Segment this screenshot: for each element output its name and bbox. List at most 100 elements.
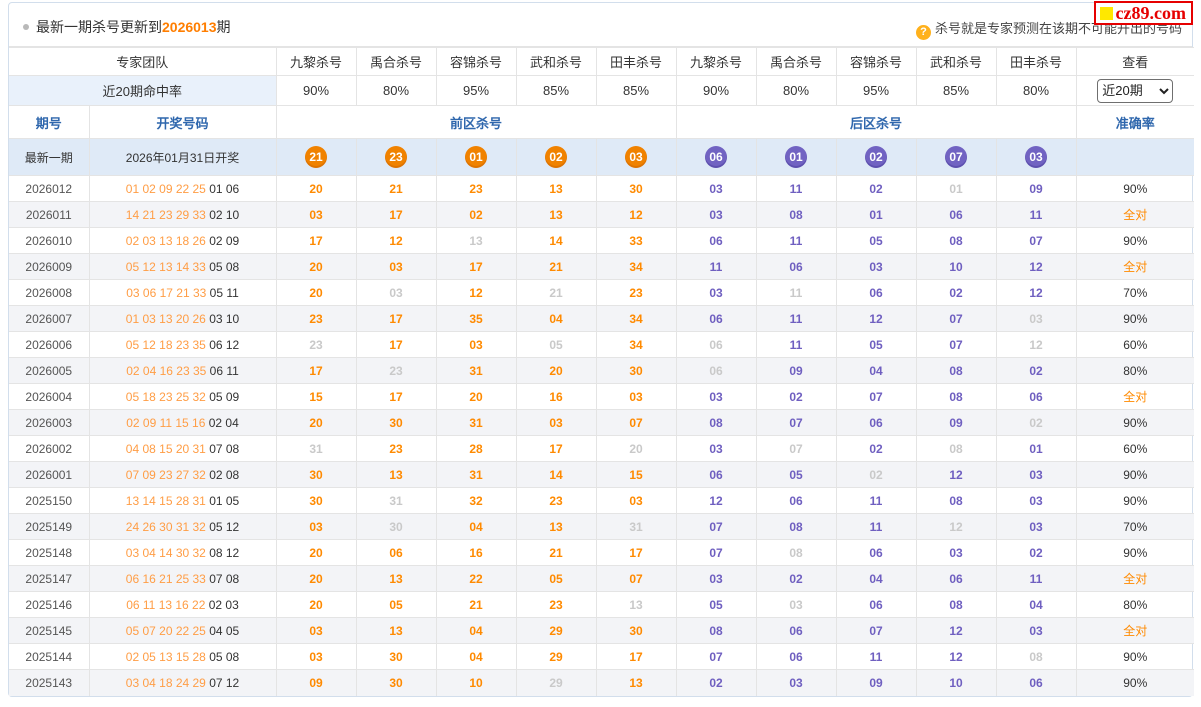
table-row: 2026004 05 18 23 25 32 05 09 15 17 20 16 03 03 0… (9, 383, 1195, 410)
back-kill-cell: 03 (755, 669, 837, 696)
back-kill-cell: 02 (675, 669, 757, 696)
front-kill-cell: 13 (435, 227, 517, 254)
draw-back-numbers: 05 08 (209, 259, 240, 274)
front-kill-cell: 30 (355, 643, 437, 670)
draw-numbers-cell: 01 02 09 22 25 01 06 (88, 175, 277, 202)
bullet-icon (23, 24, 29, 30)
period-cell: 2026008 (9, 279, 90, 306)
table-row: 2025147 06 16 21 25 33 07 08 20 13 22 05 07 03 0… (9, 565, 1195, 592)
hit-rate-value: 95% (835, 75, 917, 106)
front-kill-cell: 30 (595, 617, 677, 644)
draw-back-numbers: 05 08 (209, 649, 240, 664)
front-kill-cell: 17 (355, 201, 437, 228)
hit-rate-value: 80% (995, 75, 1077, 106)
front-kill-ball: 01 (465, 146, 488, 168)
draw-numbers-cell: 02 04 16 23 35 06 11 (88, 357, 277, 384)
back-kill-cell: 08 (755, 201, 837, 228)
front-kill-cell: 16 (515, 383, 597, 410)
front-kill-cell: 23 (435, 175, 517, 202)
front-kill-cell: 22 (435, 565, 517, 592)
site-logo[interactable]: cz89.com (1093, 1, 1193, 25)
front-kill-cell: 23 (515, 591, 597, 618)
back-kill-cell: 06 (675, 357, 757, 384)
draw-numbers-cell: 03 06 17 21 33 05 11 (88, 279, 277, 306)
back-kill-cell: 11 (995, 565, 1077, 592)
back-kill-cell: 02 (835, 175, 917, 202)
front-kill-cell: 17 (595, 643, 677, 670)
back-kill-cell: 11 (755, 331, 837, 358)
hit-rate-value: 85% (915, 75, 997, 106)
back-kill-ball: 02 (865, 146, 888, 168)
accuracy-cell: 90% (1075, 643, 1195, 670)
table-row: 2026006 05 12 18 23 35 06 12 23 17 03 05 34 06 1… (9, 331, 1195, 358)
table-row: 2026009 05 12 13 14 33 05 08 20 03 17 21 34 11 0… (9, 253, 1195, 280)
range-select[interactable]: 近20期 (1097, 78, 1174, 103)
expert-column-header: 容锦杀号 (835, 47, 917, 76)
table-row: 2025144 02 05 13 15 28 05 08 03 30 04 29 17 07 0… (9, 643, 1195, 670)
draw-numbers-cell: 06 11 13 16 22 02 03 (88, 591, 277, 618)
front-kill-cell: 23 (595, 279, 677, 306)
period-cell: 2026005 (9, 357, 90, 384)
latest-front-kill-cell: 02 (515, 138, 597, 176)
back-kill-ball: 06 (705, 146, 728, 168)
back-kill-cell: 08 (915, 357, 997, 384)
front-kill-cell: 17 (355, 305, 437, 332)
expert-column-header: 田丰杀号 (595, 47, 677, 76)
back-kill-cell: 03 (675, 383, 757, 410)
draw-numbers-cell: 05 18 23 25 32 05 09 (88, 383, 277, 410)
title-suffix: 期 (216, 19, 231, 35)
draw-numbers-cell: 06 16 21 25 33 07 08 (88, 565, 277, 592)
front-kill-cell: 10 (435, 669, 517, 696)
back-kill-cell: 12 (915, 461, 997, 488)
front-kill-cell: 12 (435, 279, 517, 306)
front-kill-cell: 34 (595, 253, 677, 280)
accuracy-cell: 90% (1075, 175, 1195, 202)
accuracy-cell: 70% (1075, 513, 1195, 540)
table-row: 2026007 01 03 13 20 26 03 10 23 17 35 04 34 06 1… (9, 305, 1195, 332)
draw-numbers-cell: 13 14 15 28 31 01 05 (88, 487, 277, 514)
expert-column-header: 容锦杀号 (435, 47, 517, 76)
latest-issue-row: 最新一期 2026年01月31日开奖 21 23 01 02 03 06 01 … (9, 138, 1195, 176)
accuracy-header: 准确率 (1075, 105, 1195, 139)
back-kill-cell: 09 (995, 175, 1077, 202)
accuracy-cell: 90% (1075, 227, 1195, 254)
back-kill-cell: 07 (915, 331, 997, 358)
front-kill-cell: 13 (595, 669, 677, 696)
front-kill-cell: 07 (595, 409, 677, 436)
front-kill-cell: 05 (355, 591, 437, 618)
accuracy-cell: 70% (1075, 279, 1195, 306)
period-header: 期号 (9, 105, 90, 139)
draw-numbers-cell: 24 26 30 31 32 05 12 (88, 513, 277, 540)
back-kill-cell: 12 (675, 487, 757, 514)
front-kill-cell: 13 (515, 513, 597, 540)
back-kill-cell: 08 (755, 539, 837, 566)
draw-front-numbers: 03 06 17 21 33 (126, 285, 207, 300)
question-icon[interactable]: ? (915, 25, 931, 40)
draw-numbers-cell: 05 12 18 23 35 06 12 (88, 331, 277, 358)
back-kill-cell: 05 (835, 227, 917, 254)
back-kill-cell: 03 (995, 513, 1077, 540)
latest-label: 最新一期 (9, 138, 90, 176)
back-kill-cell: 06 (915, 565, 997, 592)
front-kill-cell: 13 (595, 591, 677, 618)
front-kill-cell: 04 (515, 305, 597, 332)
draw-front-numbers: 02 04 16 23 35 (126, 363, 207, 378)
front-kill-cell: 30 (595, 175, 677, 202)
back-kill-ball: 01 (785, 146, 808, 168)
period-cell: 2026004 (9, 383, 90, 410)
front-kill-cell: 09 (275, 669, 357, 696)
back-kill-cell: 06 (755, 487, 837, 514)
back-kill-cell: 11 (835, 487, 917, 514)
back-kill-cell: 08 (675, 617, 757, 644)
back-kill-ball: 07 (945, 146, 968, 168)
back-kill-cell: 08 (915, 435, 997, 462)
front-kill-cell: 03 (275, 513, 357, 540)
draw-back-numbers: 05 09 (209, 389, 240, 404)
title-prefix: 最新一期杀号更新到 (36, 19, 162, 35)
front-kill-cell: 29 (515, 617, 597, 644)
draw-front-numbers: 05 12 18 23 35 (125, 337, 206, 352)
back-kill-cell: 06 (675, 305, 757, 332)
back-kill-cell: 07 (675, 513, 757, 540)
latest-back-kill-cell: 03 (995, 138, 1077, 176)
period-cell: 2026003 (9, 409, 90, 436)
